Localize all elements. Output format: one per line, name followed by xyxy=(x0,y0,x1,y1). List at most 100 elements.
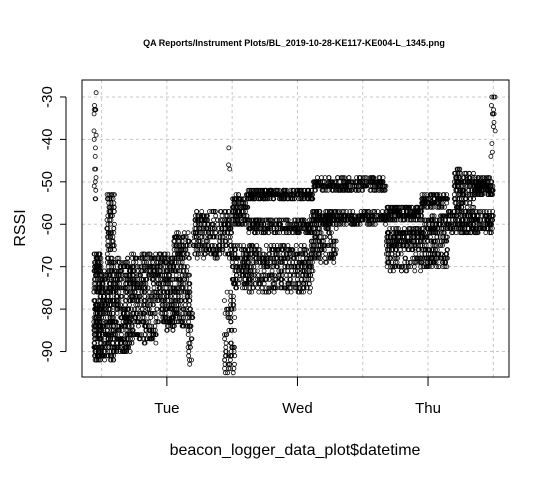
data-point xyxy=(226,209,232,214)
data-point xyxy=(271,285,277,291)
data-point xyxy=(108,230,114,236)
data-point xyxy=(119,332,124,338)
data-point xyxy=(254,243,260,248)
data-point xyxy=(299,272,305,278)
data-point xyxy=(232,247,238,253)
data-point xyxy=(112,319,118,325)
data-point xyxy=(219,226,225,231)
data-point xyxy=(227,238,233,244)
data-point xyxy=(240,213,246,219)
data-point xyxy=(112,349,118,354)
data-point xyxy=(308,272,314,278)
data-point xyxy=(186,353,192,359)
data-point xyxy=(114,281,120,287)
data-point xyxy=(212,251,218,257)
data-point xyxy=(230,370,236,376)
data-point xyxy=(191,238,197,244)
data-point xyxy=(158,310,164,316)
data-point xyxy=(176,276,182,282)
data-point xyxy=(100,323,106,329)
data-point xyxy=(266,285,272,291)
data-point xyxy=(185,323,191,329)
data-point xyxy=(217,217,223,223)
data-point xyxy=(257,255,263,261)
data-point xyxy=(287,276,293,282)
data-point xyxy=(182,234,188,240)
data-point xyxy=(147,293,153,299)
data-point xyxy=(121,285,126,291)
data-point xyxy=(306,281,312,287)
data-point xyxy=(105,323,110,329)
data-point xyxy=(419,251,425,257)
data-point xyxy=(234,217,240,223)
data-point xyxy=(94,264,100,270)
data-point xyxy=(193,226,199,231)
data-point xyxy=(178,247,184,253)
data-point xyxy=(226,353,232,359)
data-point xyxy=(249,243,255,248)
data-point xyxy=(161,319,167,325)
data-point xyxy=(127,349,133,354)
data-point xyxy=(181,281,187,287)
data-point xyxy=(112,268,118,274)
data-point xyxy=(102,357,107,363)
data-point xyxy=(184,310,190,316)
data-point xyxy=(171,264,177,270)
data-point xyxy=(213,213,219,219)
data-point xyxy=(237,204,243,210)
data-point xyxy=(93,107,98,113)
data-point xyxy=(270,264,276,270)
data-point xyxy=(186,319,192,325)
data-point xyxy=(286,251,292,257)
data-point xyxy=(292,272,298,278)
data-point xyxy=(168,315,174,321)
data-point xyxy=(232,268,238,274)
data-point xyxy=(211,247,217,253)
data-point xyxy=(91,276,97,282)
data-point xyxy=(103,310,109,316)
data-point xyxy=(268,255,274,261)
data-point xyxy=(106,204,112,210)
data-point xyxy=(125,289,130,295)
data-point xyxy=(97,285,102,291)
data-point xyxy=(194,209,200,214)
data-point xyxy=(271,272,277,278)
data-point xyxy=(278,281,284,287)
data-point xyxy=(99,276,105,282)
data-point xyxy=(93,187,99,193)
data-point xyxy=(221,298,227,304)
data-point xyxy=(331,259,337,265)
data-point xyxy=(201,213,207,219)
data-point xyxy=(209,209,215,214)
data-point xyxy=(285,247,291,253)
data-point xyxy=(104,272,110,278)
data-point xyxy=(252,196,258,202)
data-point xyxy=(204,226,210,231)
data-point xyxy=(201,251,207,257)
data-point xyxy=(164,289,169,295)
data-point xyxy=(235,243,241,248)
data-point xyxy=(199,209,205,214)
data-point xyxy=(126,332,132,338)
data-point xyxy=(92,103,97,108)
data-point xyxy=(127,340,133,346)
data-point xyxy=(107,336,113,342)
data-point xyxy=(299,264,305,270)
data-point xyxy=(230,221,236,227)
data-point xyxy=(189,357,194,363)
data-point xyxy=(247,255,253,261)
data-point xyxy=(154,268,160,274)
data-point xyxy=(104,340,110,346)
data-point xyxy=(151,302,156,308)
data-point xyxy=(155,319,161,325)
data-point xyxy=(451,192,457,198)
data-point xyxy=(122,276,128,282)
data-point xyxy=(256,289,262,295)
data-point xyxy=(94,344,100,350)
data-point xyxy=(94,332,100,338)
data-point xyxy=(278,268,284,274)
data-point xyxy=(294,268,300,274)
data-point xyxy=(228,327,234,333)
data-point xyxy=(122,349,127,354)
data-point xyxy=(208,234,214,240)
